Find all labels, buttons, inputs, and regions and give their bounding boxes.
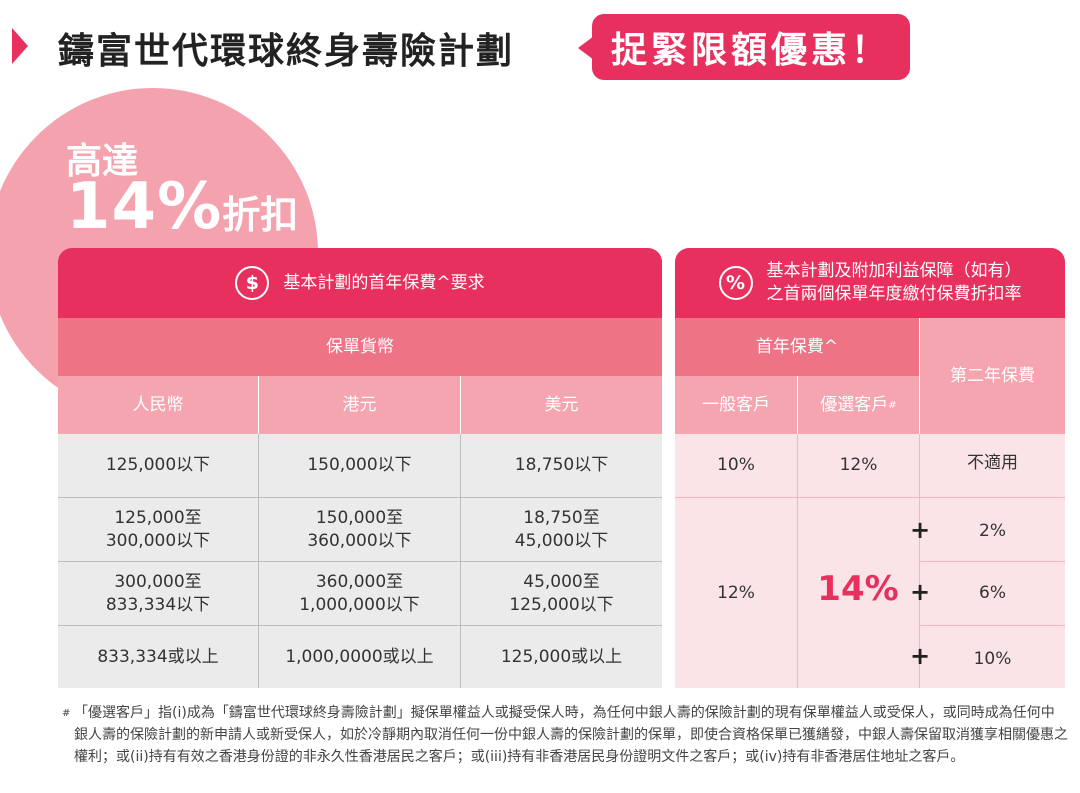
column-header-preferred-client: 優選客戶 # <box>798 376 919 434</box>
preferred-client-label: 優選客戶 <box>820 394 889 415</box>
policy-currency-header: 保單貨幣 <box>58 318 662 376</box>
page-title: 鑄富世代環球終身壽險計劃 <box>58 31 515 72</box>
table-cell: 833,334或以上 <box>97 646 219 667</box>
header-divider <box>460 376 461 434</box>
cell-line: 150,000至 <box>315 507 404 528</box>
row-divider <box>58 625 662 626</box>
premium-requirement-label: 基本計劃的首年保費^要求 <box>283 272 485 293</box>
plus-icon: + <box>909 642 931 670</box>
cell-line: 45,000至 <box>523 571 600 592</box>
column-divider <box>919 434 920 688</box>
cell-line: 360,000以下 <box>307 530 412 551</box>
cell-line: 125,000至 <box>114 507 202 528</box>
row-divider <box>675 497 1065 498</box>
table-cell: 125,000以下 <box>105 455 211 475</box>
plus-icon: + <box>909 516 931 544</box>
row-divider <box>58 497 662 498</box>
column-divider <box>797 434 798 688</box>
table-cell: 18,750至 45,000以下 <box>461 498 662 561</box>
first-year-premium-header: 首年保費^ <box>675 318 919 376</box>
plus-icon: + <box>909 578 931 606</box>
table-cell: 1,000,0000或以上 <box>285 646 434 667</box>
preferred-client-rate-rest: 14% <box>817 569 899 609</box>
table-cell: 125,000至 300,000以下 <box>58 498 258 561</box>
cell-line: 1,000,000以下 <box>299 594 420 615</box>
discount-percent: 14% <box>66 170 223 244</box>
table-cell: 360,000至 1,000,000以下 <box>259 562 460 625</box>
table-cell: 45,000至 125,000以下 <box>461 562 662 625</box>
row-divider <box>920 625 1065 626</box>
discount-value: 14%折扣 <box>66 170 298 244</box>
general-client-rate-row1: 10% <box>717 455 755 475</box>
cell-line: 125,000以下 <box>509 594 614 615</box>
table-cell: 150,000以下 <box>307 455 412 475</box>
row-divider <box>920 561 1065 562</box>
footnote-marker: # <box>888 399 897 411</box>
column-header-hkd: 港元 <box>259 376 460 434</box>
cell-line: 45,000以下 <box>514 530 609 551</box>
preferred-client-rate-row1: 12% <box>839 455 878 475</box>
discount-rate-banner: % 基本計劃及附加利益保障（如有） 之首兩個保單年度繳付保費折扣率 <box>675 248 1065 318</box>
footnote-marker: # <box>62 708 71 719</box>
cell-line: 360,000至 <box>315 571 404 592</box>
percent-icon: % <box>718 266 753 300</box>
column-header-usd: 美元 <box>461 376 662 434</box>
second-year-rate-row2: 2% <box>979 521 1006 541</box>
column-divider <box>258 434 259 688</box>
general-client-rate-rest: 12% <box>717 582 755 603</box>
cell-line: 300,000至 <box>114 571 202 592</box>
second-year-rate-row3: 6% <box>979 583 1006 603</box>
second-year-rate-row1: 不適用 <box>967 453 1018 473</box>
table-cell: 125,000或以上 <box>500 646 623 667</box>
table-cell: 18,750以下 <box>514 455 609 475</box>
second-year-premium-header: 第二年保費 <box>920 318 1065 434</box>
dollar-icon: $ <box>235 266 270 300</box>
discount-rate-label: 基本計劃及附加利益保障（如有） 之首兩個保單年度繳付保費折扣率 <box>767 260 1022 306</box>
discount-up-to: 高達 <box>66 141 139 182</box>
row-divider <box>58 561 662 562</box>
discount-suffix: 折扣 <box>222 193 299 237</box>
second-year-rate-row4: 10% <box>973 648 1012 669</box>
cell-line: 833,334以下 <box>105 594 211 615</box>
header-divider <box>797 376 798 434</box>
column-divider <box>460 434 461 688</box>
footnote-text: 「優選客戶」指(i)成為「鑄富世代環球終身壽險計劃」擬保單權益人或擬受保人時，為… <box>74 705 1068 765</box>
premium-requirement-banner: $ 基本計劃的首年保費^要求 <box>58 248 662 318</box>
promo-tail <box>578 36 594 60</box>
title-arrow-icon <box>12 28 28 64</box>
table-cell: 300,000至 833,334以下 <box>58 562 258 625</box>
header-divider <box>258 376 259 434</box>
cell-line: 18,750至 <box>523 507 600 528</box>
table-cell: 150,000至 360,000以下 <box>259 498 460 561</box>
cell-line: 300,000以下 <box>105 530 211 551</box>
discount-rate-label-line: 之首兩個保單年度繳付保費折扣率 <box>766 284 1022 304</box>
column-header-rmb: 人民幣 <box>58 376 258 434</box>
discount-rate-label-line: 基本計劃及附加利益保障（如有） <box>766 261 1022 281</box>
column-header-general-client: 一般客戶 <box>675 376 797 434</box>
promo-badge: 捉緊限額優惠！ <box>592 14 910 80</box>
header-divider <box>919 318 920 434</box>
